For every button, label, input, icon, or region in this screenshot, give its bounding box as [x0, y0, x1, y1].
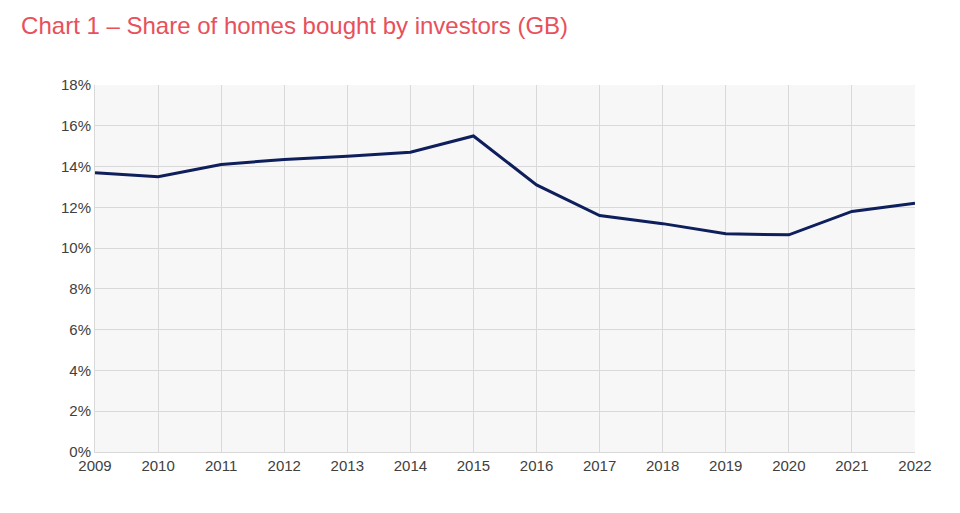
svg-text:2020: 2020: [772, 457, 805, 474]
svg-text:Chart 1 – Share of homes bough: Chart 1 – Share of homes bought by inves…: [21, 12, 568, 39]
svg-text:2017: 2017: [583, 457, 616, 474]
svg-text:0%: 0%: [69, 443, 91, 460]
svg-text:10%: 10%: [61, 239, 91, 256]
svg-text:2013: 2013: [331, 457, 364, 474]
svg-text:2010: 2010: [141, 457, 174, 474]
svg-text:12%: 12%: [61, 199, 91, 216]
svg-text:2%: 2%: [69, 402, 91, 419]
svg-text:16%: 16%: [61, 117, 91, 134]
svg-text:6%: 6%: [69, 321, 91, 338]
svg-text:2019: 2019: [709, 457, 742, 474]
svg-text:2018: 2018: [646, 457, 679, 474]
svg-text:2011: 2011: [205, 457, 237, 474]
svg-text:2022: 2022: [898, 457, 931, 474]
svg-text:18%: 18%: [61, 76, 91, 93]
svg-text:2015: 2015: [457, 457, 490, 474]
svg-text:2016: 2016: [520, 457, 553, 474]
svg-text:14%: 14%: [61, 158, 91, 175]
svg-text:2014: 2014: [394, 457, 427, 474]
svg-text:2012: 2012: [268, 457, 301, 474]
svg-text:8%: 8%: [69, 280, 91, 297]
svg-text:2009: 2009: [78, 457, 111, 474]
svg-text:2021: 2021: [835, 457, 868, 474]
svg-text:4%: 4%: [69, 362, 91, 379]
